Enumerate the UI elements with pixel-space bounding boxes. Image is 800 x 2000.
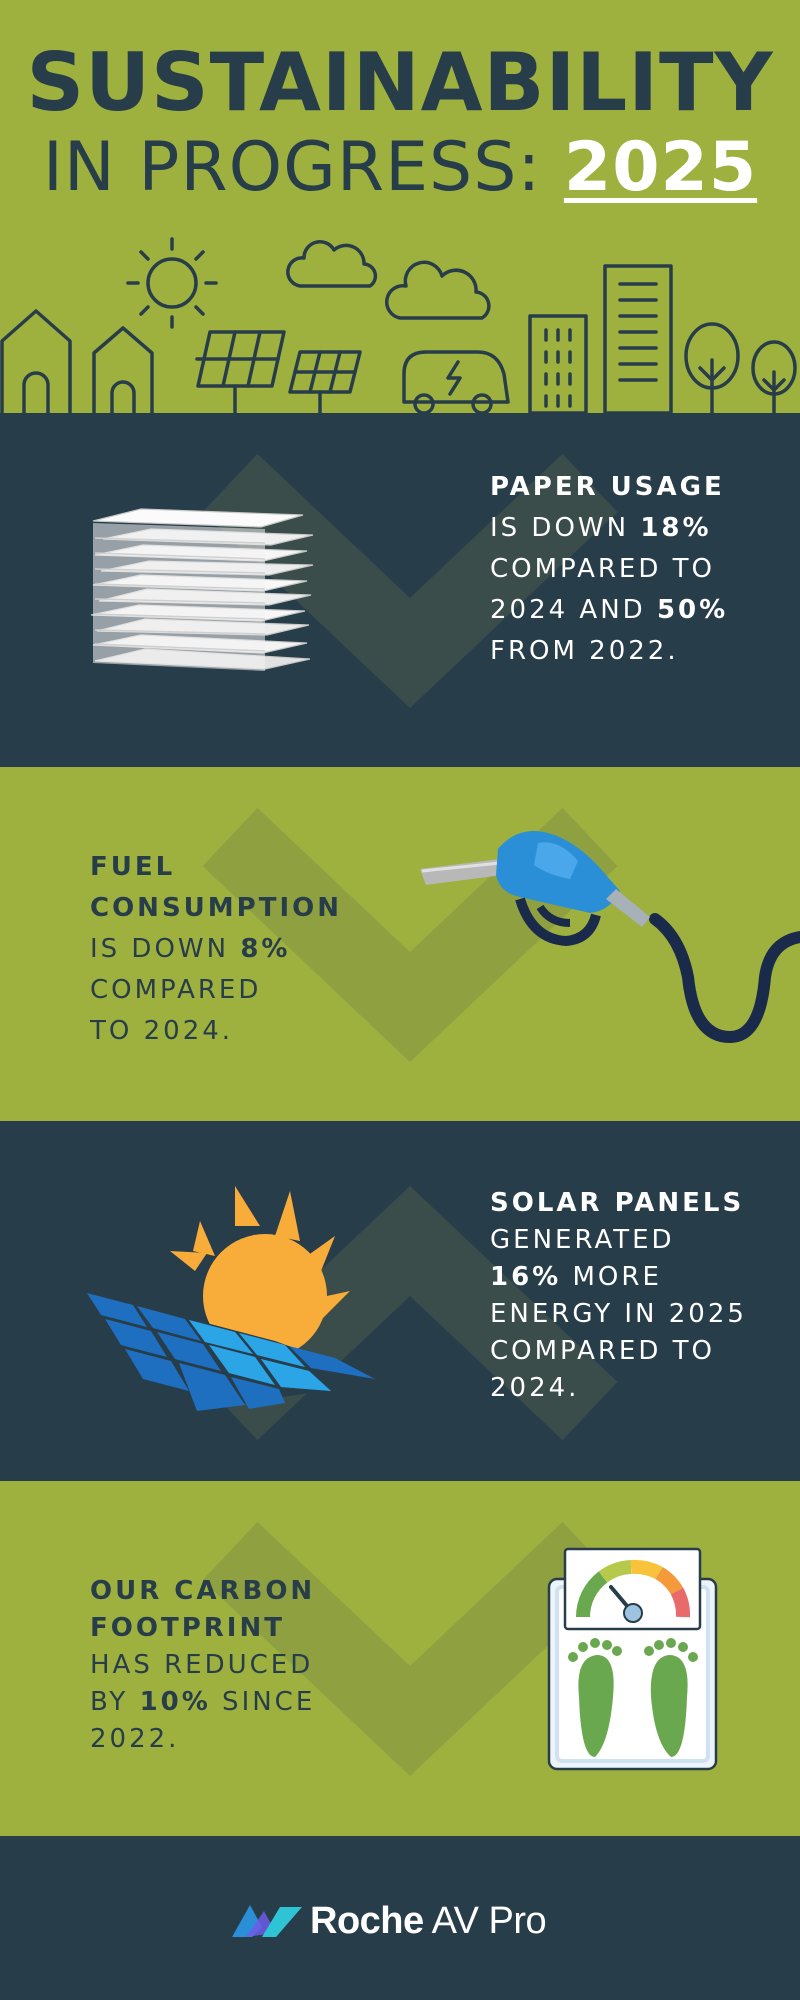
brand-logo-icon — [232, 1905, 302, 1937]
highlight-text: OUR CARBON — [90, 1576, 316, 1606]
body-text: 2024 AND — [490, 595, 657, 625]
highlight-text: 10% — [139, 1687, 211, 1717]
body-text: COMPARED TO — [490, 1336, 715, 1366]
text-line: COMPARED TO — [490, 549, 728, 590]
text-line: FOOTPRINT — [90, 1610, 315, 1647]
body-text: COMPARED TO — [490, 554, 715, 584]
text-line: 16% MORE — [490, 1259, 747, 1296]
paper-usage-text: PAPER USAGE IS DOWN 18% COMPARED TO 2024 AN… — [490, 467, 728, 672]
cloud-icon — [384, 260, 491, 320]
solar-panel-icon — [85, 1186, 385, 1411]
building-icon — [603, 264, 673, 413]
brand-name: Roche AV Pro — [310, 1900, 547, 1943]
page-subtitle: IN PROGRESS: 2025 — [0, 128, 800, 208]
body-text: COMPARED — [90, 975, 262, 1005]
body-text: 2022. — [90, 1724, 180, 1754]
highlight-text: FUEL — [90, 852, 176, 882]
brand-name-bold: Roche — [310, 1900, 424, 1942]
text-line: 2024 AND 50% — [490, 590, 728, 631]
highlight-text: 16% — [490, 1262, 562, 1292]
text-line: HAS REDUCED — [90, 1647, 315, 1684]
header: SUSTAINABILITY IN PROGRESS: 2025 — [0, 0, 800, 413]
text-line: COMPARED TO — [490, 1333, 747, 1370]
section-solar-panels: SOLAR PANELS GENERATED 16% MORE ENERGY IN 2… — [0, 1121, 800, 1481]
sun-icon — [126, 237, 218, 329]
text-line: IS DOWN 8% — [90, 929, 342, 970]
text-line: PAPER USAGE — [490, 467, 728, 508]
body-text: IS DOWN — [90, 934, 241, 964]
electric-car-icon — [402, 350, 510, 413]
body-text: SINCE — [210, 1687, 316, 1717]
text-line: SOLAR PANELS — [490, 1185, 747, 1222]
highlight-text: PAPER USAGE — [490, 472, 725, 502]
highlight-text: 8% — [240, 934, 291, 964]
text-line: OUR CARBON — [90, 1573, 315, 1610]
body-text: TO 2024. — [90, 1016, 234, 1046]
solar-array-icon — [195, 330, 286, 413]
bathroom-scale-icon — [547, 1547, 718, 1771]
highlight-text: SOLAR PANELS — [490, 1188, 745, 1218]
section-fuel-consumption: FUEL CONSUMPTION IS DOWN 8% COMPARED TO 2024… — [0, 767, 800, 1121]
cloud-icon — [286, 240, 378, 288]
section-paper-usage: PAPER USAGE IS DOWN 18% COMPARED TO 2024 AN… — [0, 413, 800, 767]
text-line: ENERGY IN 2025 — [490, 1296, 747, 1333]
building-icon — [528, 314, 588, 413]
page-title: SUSTAINABILITY — [26, 36, 774, 129]
body-text: GENERATED — [490, 1225, 675, 1255]
highlight-text: CONSUMPTION — [90, 893, 342, 923]
house-icon — [0, 309, 72, 413]
body-text: 2024. — [490, 1373, 580, 1403]
subtitle-prefix: IN PROGRESS: — [42, 128, 564, 207]
body-text: FROM 2022. — [490, 636, 679, 666]
text-line: BY 10% SINCE — [90, 1684, 315, 1721]
solar-panels-text: SOLAR PANELS GENERATED 16% MORE ENERGY IN 2… — [490, 1185, 747, 1407]
brand-name-light: AV Pro — [423, 1900, 547, 1942]
highlight-text: 50% — [656, 595, 729, 625]
section-carbon-footprint: OUR CARBON FOOTPRINT HAS REDUCED BY 10% SIN… — [0, 1481, 800, 1836]
text-line: 2022. — [90, 1721, 315, 1758]
body-text: MORE — [561, 1262, 662, 1292]
fuel-consumption-text: FUEL CONSUMPTION IS DOWN 8% COMPARED TO 2024… — [90, 847, 342, 1052]
carbon-footprint-text: OUR CARBON FOOTPRINT HAS REDUCED BY 10% SIN… — [90, 1573, 315, 1758]
body-text: ENERGY IN 2025 — [490, 1299, 747, 1329]
paper-stack-icon — [90, 508, 314, 671]
highlight-text: 18% — [640, 513, 712, 543]
text-line: GENERATED — [490, 1222, 747, 1259]
body-text: HAS REDUCED — [90, 1650, 314, 1680]
fuel-nozzle-icon — [420, 831, 800, 1044]
text-line: IS DOWN 18% — [490, 508, 728, 549]
down-chevron-icon — [202, 1521, 618, 1777]
tree-icon — [751, 340, 797, 413]
body-text: IS DOWN — [490, 513, 641, 543]
title-year: 2025 — [563, 128, 758, 207]
text-line: 2024. — [490, 1370, 747, 1407]
tree-icon — [684, 322, 740, 413]
footer: Roche AV Pro — [0, 1836, 800, 2000]
house-icon — [92, 326, 154, 413]
text-line: FROM 2022. — [490, 631, 728, 672]
text-line: COMPARED — [90, 970, 342, 1011]
skyline-illustration — [0, 237, 797, 413]
text-line: CONSUMPTION — [90, 888, 342, 929]
solar-array-icon — [288, 350, 362, 413]
body-text: BY — [90, 1687, 140, 1717]
text-line: FUEL — [90, 847, 342, 888]
text-line: TO 2024. — [90, 1011, 342, 1052]
highlight-text: FOOTPRINT — [90, 1613, 285, 1643]
